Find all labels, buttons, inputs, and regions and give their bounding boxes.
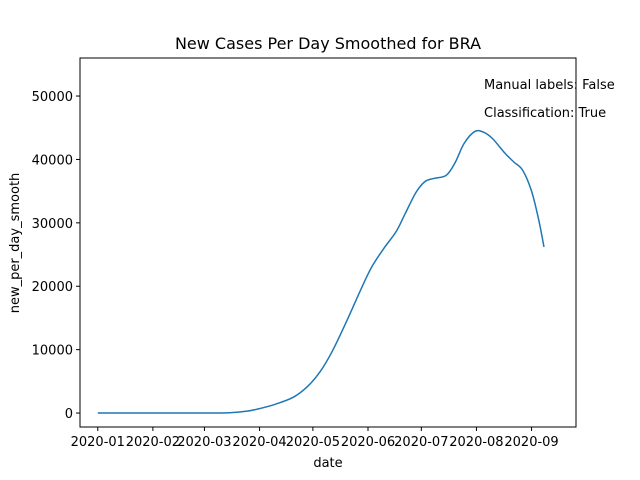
x-tick-label: 2020-04 [232, 435, 286, 450]
plot-frame [79, 57, 577, 428]
annotation-manual-labels: Manual labels: False [484, 78, 615, 93]
y-tick-label: 0 [65, 407, 73, 422]
x-axis-label: date [313, 456, 342, 471]
y-tick-label: 50000 [32, 90, 73, 105]
y-axis-label: new_per_day_smooth [8, 173, 23, 314]
y-tick-label: 20000 [32, 280, 73, 295]
x-tick-label: 2020-08 [449, 435, 503, 450]
series-line [97, 129, 545, 414]
x-tick-label: 2020-02 [126, 435, 180, 450]
x-tick-label: 2020-07 [394, 435, 448, 450]
y-axis: 0 10000 20000 30000 40000 50000 [32, 90, 80, 422]
x-tick-label: 2020-06 [341, 435, 395, 450]
x-tick-label: 2020-03 [177, 435, 231, 450]
annotation-classification: Classification: True [484, 106, 606, 121]
y-tick-label: 30000 [32, 217, 73, 232]
y-tick-label: 10000 [32, 344, 73, 359]
chart-title: New Cases Per Day Smoothed for BRA [175, 34, 481, 53]
x-tick-label: 2020-01 [71, 435, 125, 450]
x-tick-label: 2020-09 [504, 435, 558, 450]
x-tick-label: 2020-05 [286, 435, 340, 450]
y-tick-label: 40000 [32, 153, 73, 168]
